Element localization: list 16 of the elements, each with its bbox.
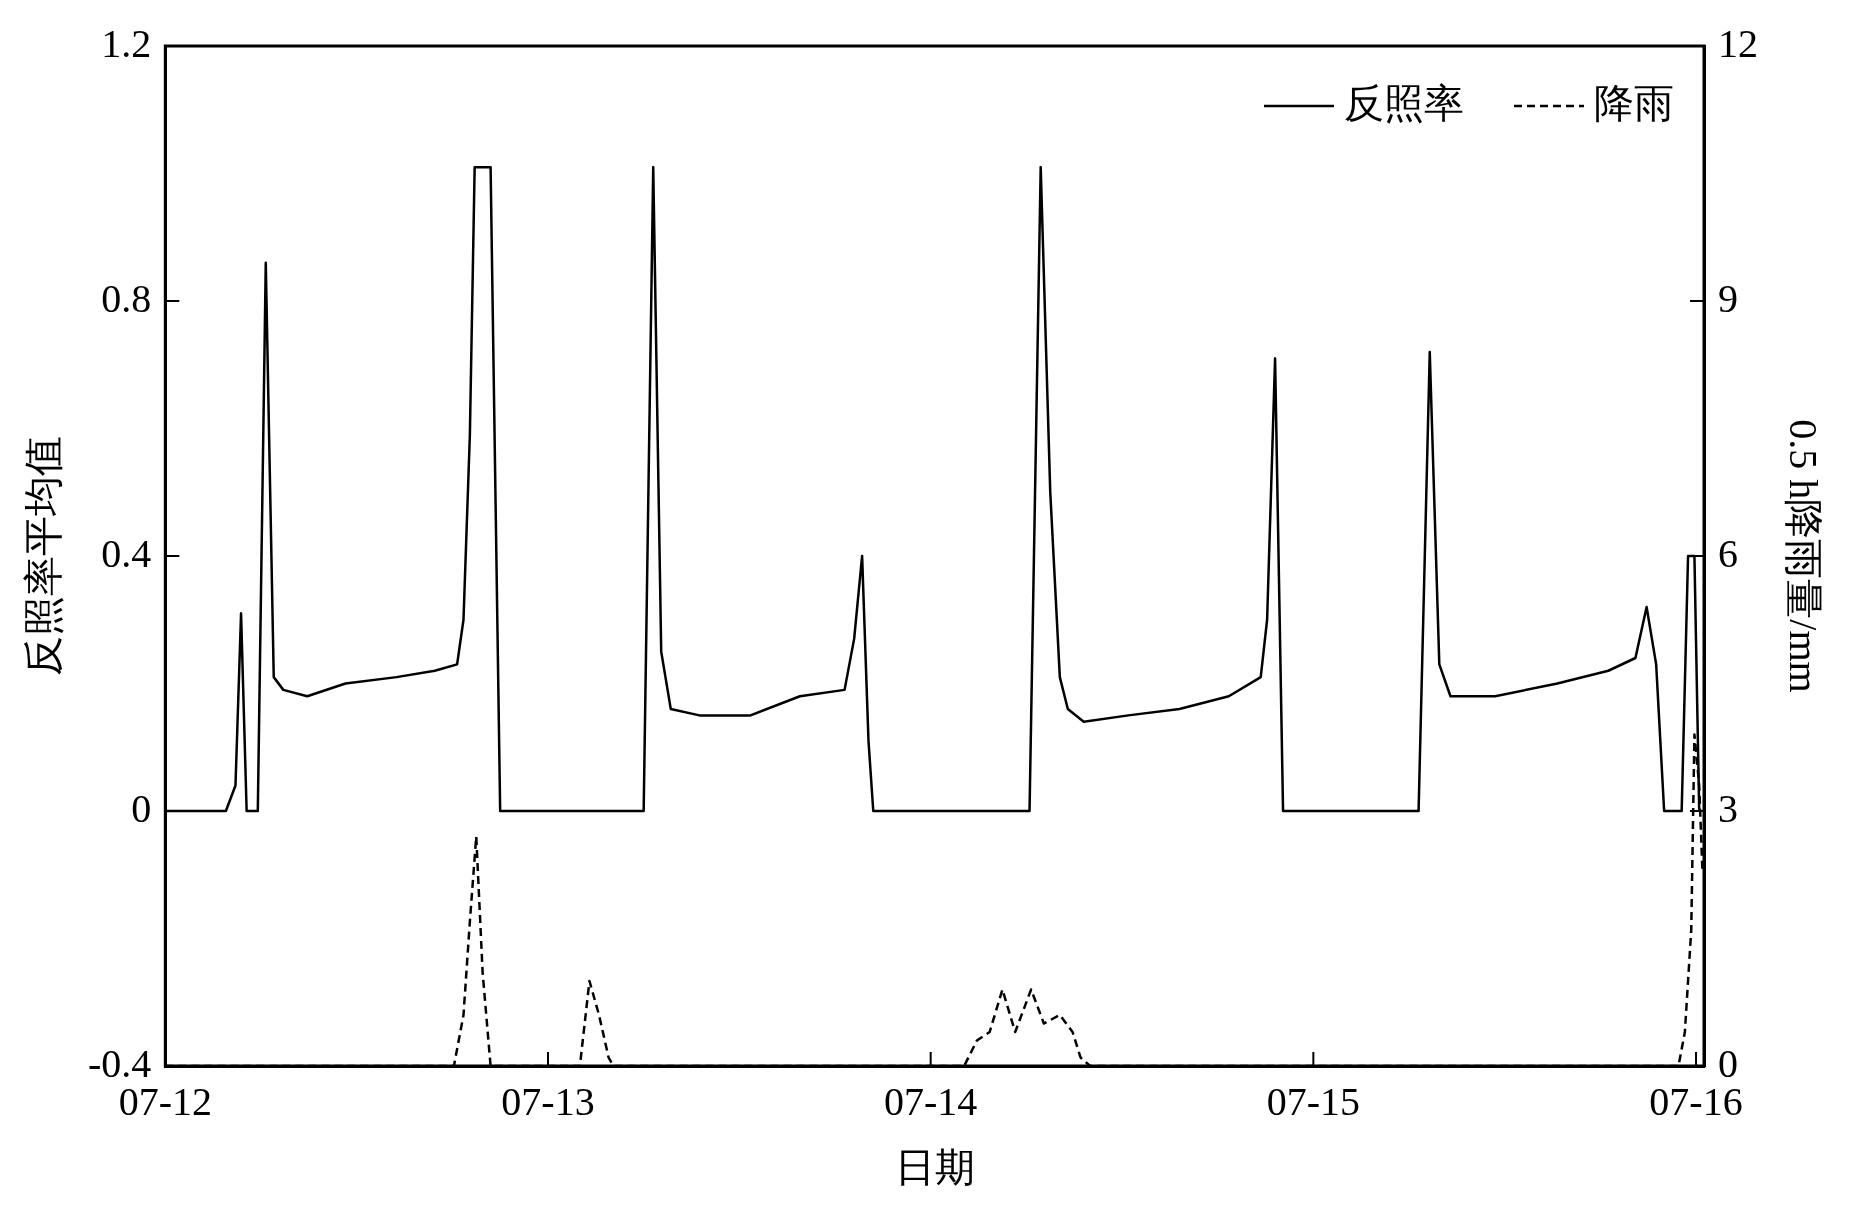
y-axis-title: 反照率平均值 [20,436,66,676]
x-tick-label: 07-14 [884,1078,978,1124]
y-tick-label: 0.4 [101,530,152,576]
x-tick-label: 07-13 [501,1078,595,1124]
y2-axis-title: 0.5 h降雨量/mm [1780,419,1826,693]
x-tick-label: 07-15 [1266,1078,1361,1124]
y2-tick-label: 9 [1718,275,1738,321]
legend-label: 反照率 [1344,80,1464,126]
y2-tick-label: 12 [1718,20,1758,66]
y-tick-label: 1.2 [101,20,152,66]
legend-label: 降雨 [1594,80,1674,126]
y-tick-label: 0.8 [101,275,152,321]
y2-tick-label: 6 [1718,530,1738,576]
y-tick-label: 0 [131,785,152,831]
y2-tick-label: 3 [1718,785,1738,831]
x-axis-title: 日期 [894,1144,975,1190]
